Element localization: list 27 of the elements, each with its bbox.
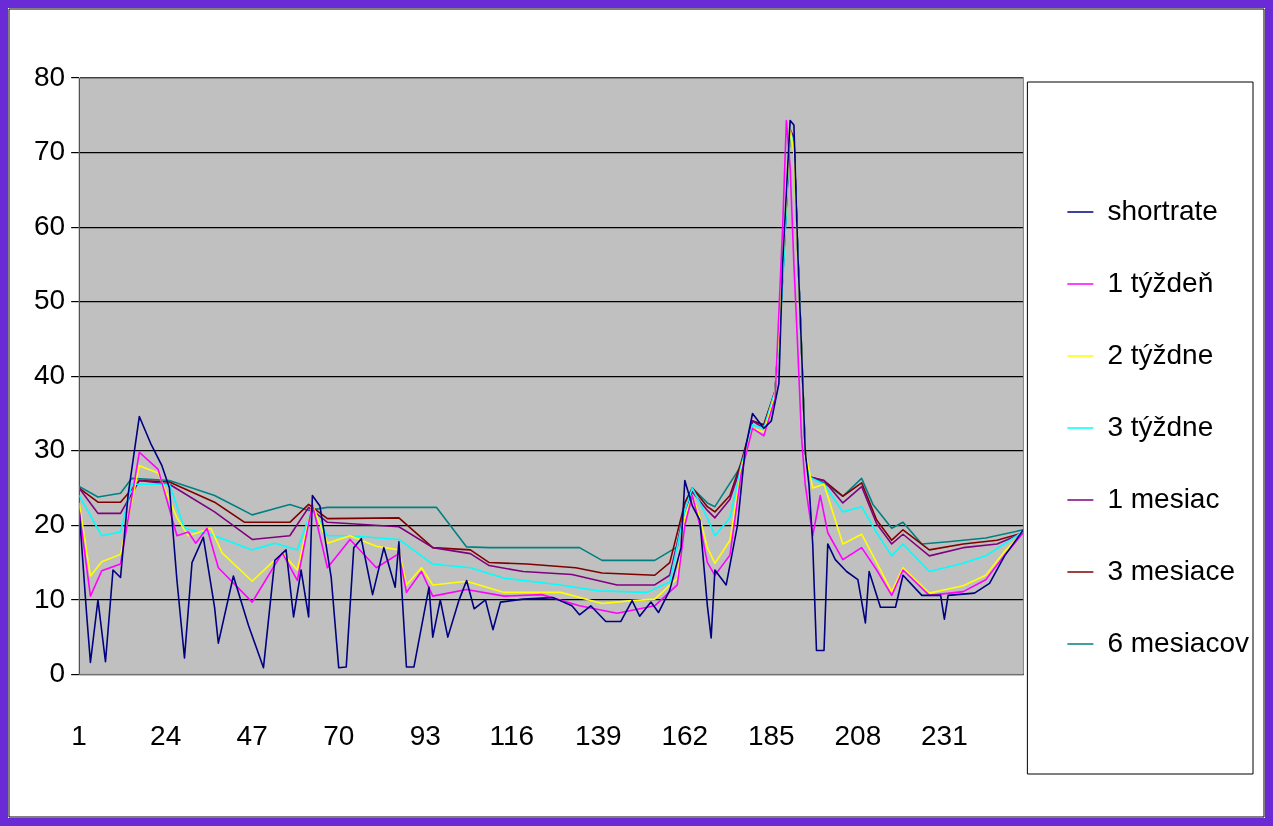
y-tick-label: 50 — [33, 284, 66, 316]
x-tick-label: 162 — [661, 719, 709, 751]
y-tick-label: 60 — [33, 209, 66, 241]
x-tick-label: 47 — [236, 719, 268, 751]
y-tick-label: 10 — [33, 582, 66, 614]
y-tick-label: 80 — [33, 60, 66, 92]
x-tick-label: 70 — [323, 719, 355, 751]
x-tick-label: 1 — [71, 719, 87, 751]
y-tick-label: 30 — [33, 433, 66, 465]
x-tick-label: 185 — [747, 719, 795, 751]
legend-label: shortrate — [1107, 194, 1218, 226]
y-tick-label: 0 — [49, 657, 66, 689]
legend-label: 3 mesiace — [1107, 554, 1236, 586]
legend-label: 1 týždeň — [1107, 266, 1214, 298]
x-tick-label: 208 — [834, 719, 882, 751]
y-tick-label: 70 — [33, 135, 66, 167]
x-tick-label: 93 — [409, 719, 441, 751]
x-tick-label: 139 — [574, 719, 622, 751]
x-tick-label: 116 — [489, 719, 535, 751]
legend-label: 3 týždne — [1107, 410, 1214, 442]
legend-label: 6 mesiacov — [1107, 626, 1250, 658]
legend-label: 1 mesiac — [1107, 482, 1220, 514]
x-tick-label: 24 — [150, 719, 182, 751]
x-tick-label: 231 — [921, 719, 968, 751]
y-tick-label: 40 — [33, 358, 66, 390]
legend-label: 2 týždne — [1107, 338, 1214, 370]
y-tick-label: 20 — [33, 508, 66, 540]
